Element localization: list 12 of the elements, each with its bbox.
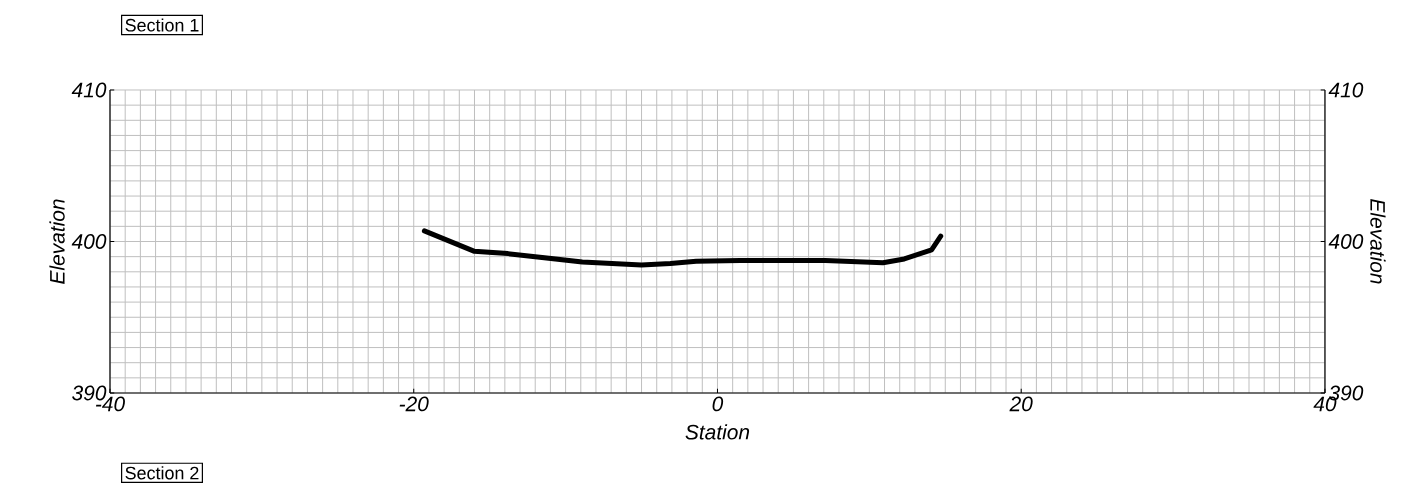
x-tick-label: 20 xyxy=(1009,396,1033,412)
y-tick-label: 400 xyxy=(71,234,107,249)
x-tick-label: -20 xyxy=(399,396,429,412)
y-axis-title: Elevation xyxy=(49,199,65,284)
chart-title: Section 1 xyxy=(125,18,199,32)
x-tick-label: 0 xyxy=(712,396,724,412)
y2-axis-title: Elevation xyxy=(1370,199,1386,284)
x-axis-title: Station xyxy=(685,424,750,440)
y-tick-label: 410 xyxy=(71,82,107,98)
y2-tick-label: 400 xyxy=(1328,234,1364,249)
y2-tick-label: 410 xyxy=(1328,82,1364,98)
text: Section 2 xyxy=(125,466,199,480)
